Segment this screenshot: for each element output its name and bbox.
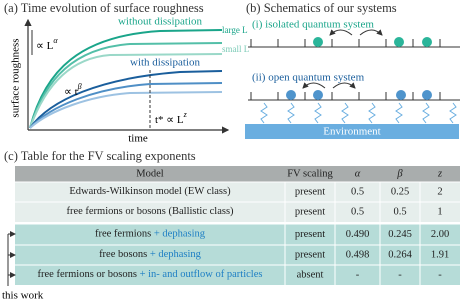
particle (286, 90, 296, 100)
table-cell: present (295, 249, 325, 260)
model-text: free bosons (99, 249, 147, 260)
model-cell: Edwards-Wilkinson model (EW class) (69, 186, 231, 197)
model-cell: free fermions + dephasing (95, 229, 206, 240)
header-cell: α (355, 168, 361, 179)
table-cell: 1 (437, 206, 442, 217)
label: (i) isolated quantum system (252, 19, 374, 31)
model-highlight: + dephasing (150, 249, 202, 260)
coupling (341, 102, 349, 124)
particle (422, 90, 432, 100)
table-row (15, 202, 460, 222)
table-cell: 0.5 (351, 186, 364, 197)
table-cell: present (295, 206, 325, 217)
label: with dissipation (130, 57, 200, 69)
environment (245, 124, 459, 139)
table-cell: 0.25 (391, 186, 409, 197)
table-cell: 2 (437, 186, 442, 197)
model-text: Edwards-Wilkinson model (EW class) (69, 186, 231, 197)
coupling (287, 102, 295, 124)
table-cell: present (295, 229, 325, 240)
coupling (449, 102, 457, 124)
table-row (15, 224, 460, 245)
table-row (15, 265, 460, 285)
table-cell: 0.5 (351, 206, 364, 217)
table-cell: absent (297, 269, 324, 280)
model-cell: free fermions or bosons + in- and outflo… (38, 269, 263, 280)
particle (422, 37, 432, 47)
hop-arrow (302, 82, 326, 89)
hop-arrow (329, 29, 353, 36)
label: large L (222, 25, 248, 35)
label: Environment (323, 126, 380, 138)
coupling (395, 102, 403, 124)
header-cell: β (396, 168, 403, 179)
header-cell: z (437, 168, 442, 179)
model-cell: free fermions or bosons (Ballistic class… (66, 206, 234, 217)
header-row (15, 166, 460, 182)
chains (248, 29, 460, 124)
table: Model FV scaling α β z Edwards-Wilkinson mode… (15, 166, 460, 285)
label: (ii) open quantum system (252, 72, 365, 84)
model-highlight: + dephasing (154, 229, 206, 240)
coupling (260, 102, 268, 124)
model-highlight: + in- and outflow of particles (140, 269, 263, 280)
table-cell: 1.91 (431, 249, 449, 260)
panel-title: (c) Table for the FV scaling exponents (4, 149, 196, 163)
panel-title: (a) Time evolution of surface roughness (4, 1, 204, 15)
label: ∝ Lα (36, 36, 58, 52)
panel-title: (b) Schematics of our systems (246, 1, 397, 15)
table-cell: - (356, 269, 360, 280)
model-text: free fermions (95, 229, 151, 240)
label: ∝ tβ (64, 82, 82, 98)
particle (313, 37, 323, 47)
table-cell: 2.00 (431, 229, 449, 240)
coupling (368, 102, 376, 124)
label: small L (222, 44, 249, 54)
label: t* ∝ Lz (155, 110, 188, 126)
table-row (15, 182, 460, 202)
model-text: free fermions or bosons (Ballistic class… (66, 206, 234, 217)
curves (29, 29, 223, 129)
model-cell: free bosons + dephasing (99, 249, 202, 260)
table-cell: 0.498 (346, 249, 370, 260)
table-cell: - (398, 269, 402, 280)
table-row (15, 245, 460, 265)
model-text: free fermions or bosons (38, 269, 137, 280)
particle (313, 90, 323, 100)
coupling (422, 102, 430, 124)
coupling (314, 102, 322, 124)
label: without dissipation (118, 16, 203, 28)
particle (396, 90, 406, 100)
table-cell: 0.5 (393, 206, 406, 217)
header-cell: Model (136, 168, 163, 179)
table-cell: present (295, 186, 325, 197)
table-cell: 0.245 (388, 229, 412, 240)
hop-arrow (332, 82, 356, 89)
y-label: surface roughness (10, 38, 22, 117)
note: this work (2, 290, 44, 302)
table-cell: 0.490 (346, 229, 370, 240)
header-cell: FV scaling (287, 168, 333, 179)
x-label: time (128, 133, 148, 145)
table-cell: 0.264 (388, 249, 412, 260)
bracket (7, 231, 16, 286)
particle (394, 37, 404, 47)
table-cell: - (438, 269, 442, 280)
hop-arrow (359, 29, 383, 36)
